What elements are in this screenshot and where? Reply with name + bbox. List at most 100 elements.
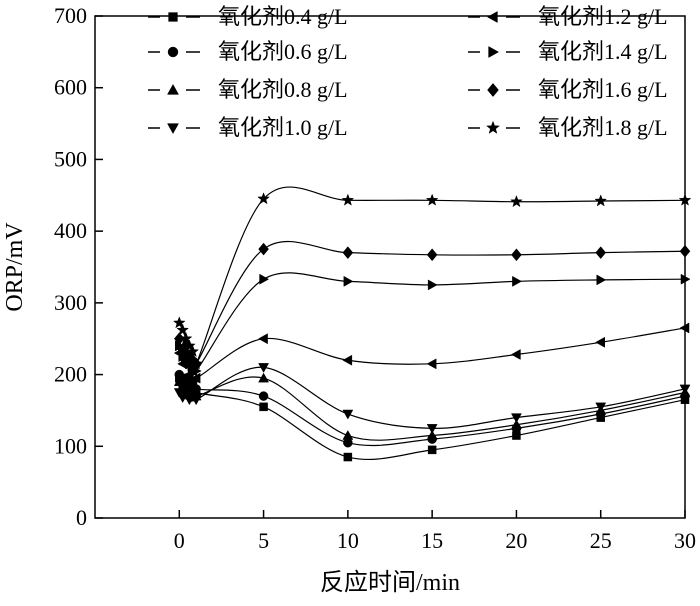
data-point xyxy=(179,331,193,345)
y-tick-label: 100 xyxy=(54,433,87,458)
series-1 xyxy=(175,373,690,462)
data-point xyxy=(176,323,190,336)
data-point xyxy=(426,248,438,262)
legend-label: 氧化剂1.8 g/L xyxy=(538,115,668,140)
data-point xyxy=(186,344,200,358)
data-point xyxy=(342,409,354,420)
legend-label: 氧化剂0.8 g/L xyxy=(218,77,348,102)
legend-marker xyxy=(167,123,179,135)
data-point xyxy=(180,379,192,390)
data-point xyxy=(259,402,268,412)
legend-item: 氧化剂0.6 g/L xyxy=(148,39,348,64)
data-point xyxy=(510,195,523,208)
y-tick-label: 400 xyxy=(54,218,87,243)
legend-item: 氧化剂1.2 g/L xyxy=(468,4,668,29)
legend-marker xyxy=(167,46,179,58)
legend-label: 氧化剂1.4 g/L xyxy=(538,39,668,64)
legend-label: 氧化剂1.0 g/L xyxy=(218,115,348,140)
legend-item: 氧化剂1.4 g/L xyxy=(468,39,668,64)
data-point xyxy=(426,430,438,440)
data-point xyxy=(258,242,269,256)
data-point xyxy=(190,372,201,384)
data-point xyxy=(173,376,185,386)
y-tick-label: 200 xyxy=(54,362,87,387)
x-axis-ticks: 0 5 10 15 20 25 30 xyxy=(174,510,696,553)
data-point xyxy=(172,316,186,329)
x-tick-label: 20 xyxy=(505,528,527,553)
legend-marker xyxy=(167,83,179,95)
data-point xyxy=(511,248,522,262)
legend-label: 氧化剂0.6 g/L xyxy=(218,39,348,64)
y-axis-label: ORP/mV xyxy=(2,222,28,312)
data-point xyxy=(257,192,270,205)
x-axis-label: 反应时间/min xyxy=(320,569,460,596)
series-8 xyxy=(172,186,692,374)
legend-item: 氧化剂0.8 g/L xyxy=(148,77,348,102)
data-point xyxy=(426,424,438,434)
legend-marker xyxy=(486,120,500,134)
data-point xyxy=(511,419,522,430)
y-tick-label: 300 xyxy=(54,290,87,315)
data-point xyxy=(512,275,522,287)
data-point xyxy=(258,363,269,373)
plot-frame xyxy=(94,15,686,519)
x-tick-label: 15 xyxy=(421,528,443,553)
data-point xyxy=(183,339,196,352)
data-point xyxy=(258,333,268,345)
legend-marker xyxy=(488,46,500,58)
series-4 xyxy=(173,363,691,434)
data-point xyxy=(342,430,354,440)
y-axis-ticks: 0 100 200 300 400 500 600 700 xyxy=(54,3,103,530)
x-tick-label: 30 xyxy=(674,528,696,553)
data-point xyxy=(258,372,269,383)
data-point xyxy=(594,194,608,207)
data-point xyxy=(189,357,203,370)
x-tick-label: 0 xyxy=(174,528,185,553)
legend-marker xyxy=(487,83,499,97)
data-point xyxy=(425,193,439,206)
data-point xyxy=(342,246,354,260)
data-point xyxy=(679,244,691,258)
data-point xyxy=(258,391,269,401)
data-point xyxy=(595,402,607,413)
x-tick-label: 25 xyxy=(590,528,612,553)
x-tick-label: 5 xyxy=(258,528,269,553)
legend-item: 氧化剂1.0 g/L xyxy=(148,115,348,140)
legend-item: 氧化剂1.6 g/L xyxy=(468,77,668,102)
series-line xyxy=(178,327,686,381)
y-tick-label: 700 xyxy=(54,3,87,28)
legend-marker xyxy=(168,12,178,22)
legend-item: 氧化剂0.4 g/L xyxy=(148,4,348,29)
legend-item: 氧化剂1.8 g/L xyxy=(468,115,668,140)
data-point xyxy=(343,452,353,462)
legend-label: 氧化剂0.4 g/L xyxy=(218,4,348,29)
data-point xyxy=(259,273,270,285)
data-point xyxy=(190,395,202,406)
series-layer xyxy=(172,186,692,462)
data-point xyxy=(343,275,354,287)
x-tick-label: 10 xyxy=(337,528,359,553)
data-point xyxy=(426,358,437,370)
series-6 xyxy=(175,272,691,378)
data-point xyxy=(679,322,690,334)
data-point xyxy=(595,336,605,348)
data-point xyxy=(510,349,521,360)
data-point xyxy=(342,354,353,366)
series-7 xyxy=(173,240,691,372)
legend-label: 氧化剂1.6 g/L xyxy=(538,77,668,102)
series-5 xyxy=(173,322,690,384)
data-point xyxy=(595,246,607,260)
data-point xyxy=(679,384,691,395)
legend-label: 氧化剂1.2 g/L xyxy=(538,4,668,29)
data-point xyxy=(678,193,692,206)
legend-marker xyxy=(486,11,498,23)
legend: 氧化剂0.4 g/L 氧化剂0.6 g/L 氧化剂0.8 g/L 氧化剂1.0 g/L… xyxy=(148,4,668,140)
y-tick-label: 600 xyxy=(54,75,87,100)
data-point xyxy=(427,279,438,291)
data-point xyxy=(427,445,437,455)
y-tick-label: 0 xyxy=(76,505,87,530)
data-point xyxy=(596,274,607,286)
data-point xyxy=(680,273,691,285)
y-tick-label: 500 xyxy=(54,146,87,171)
